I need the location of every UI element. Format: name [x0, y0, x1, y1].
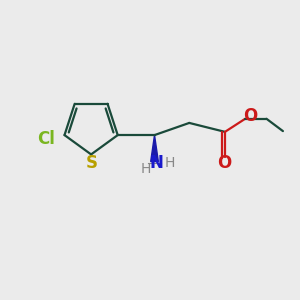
Text: H: H — [165, 156, 175, 170]
Text: S: S — [86, 154, 98, 172]
Text: Cl: Cl — [37, 130, 55, 148]
Text: H: H — [141, 162, 152, 176]
Text: O: O — [217, 154, 232, 172]
Polygon shape — [151, 135, 158, 162]
Text: N: N — [149, 154, 163, 172]
Text: O: O — [243, 107, 258, 125]
